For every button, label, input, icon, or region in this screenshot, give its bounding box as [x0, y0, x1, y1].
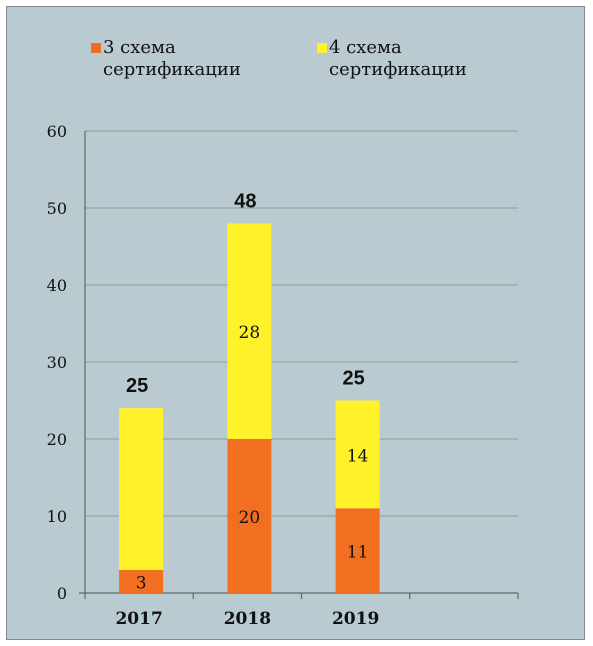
y-tick-label-0: 0 — [57, 584, 67, 603]
total-label-2018: 48 — [234, 190, 256, 212]
data-label-2019-series-2: 14 — [347, 446, 369, 466]
bar-2018-series-1 — [227, 439, 272, 593]
legend-label-series-1: 3 схема сертификации — [103, 37, 241, 80]
data-label-2018-series-1: 20 — [239, 508, 261, 528]
data-label-2018-series-2: 28 — [239, 323, 261, 343]
y-tick-label-40: 40 — [47, 276, 67, 295]
data-label-2017-series-1: 3 — [136, 573, 147, 593]
data-label-2019-series-1: 11 — [347, 543, 369, 563]
y-tick-label-60: 60 — [47, 122, 67, 141]
x-tick-label-2018: 2018 — [224, 609, 271, 629]
y-tick-label-20: 20 — [47, 430, 67, 449]
legend-swatch-series-2 — [317, 43, 327, 53]
legend-label-series-2: 4 схема сертификации — [329, 37, 467, 80]
legend-swatch-series-1 — [91, 43, 101, 53]
bar-2019-series-2 — [335, 400, 380, 509]
y-tick-label-30: 30 — [47, 353, 67, 372]
y-tick-label-50: 50 — [47, 199, 67, 218]
total-label-2017: 25 — [126, 375, 148, 397]
bar-chart: 0 10 20 30 40 50 60 3 25 2017 20 28 48 2018 11 14 25 2019 — [47, 122, 519, 629]
total-label-2019: 25 — [343, 368, 365, 390]
y-tick-label-10: 10 — [47, 507, 67, 526]
x-tick-label-2019: 2019 — [332, 609, 379, 629]
bar-2019-series-1 — [335, 508, 380, 593]
bar-2017-series-1 — [119, 569, 164, 593]
x-tick-label-2017: 2017 — [115, 609, 162, 629]
bar-2018-series-2 — [227, 223, 272, 439]
chart-frame: 3 схема сертификации 4 схема сертификаци… — [6, 6, 585, 640]
bar-2017-series-2 — [119, 408, 164, 570]
